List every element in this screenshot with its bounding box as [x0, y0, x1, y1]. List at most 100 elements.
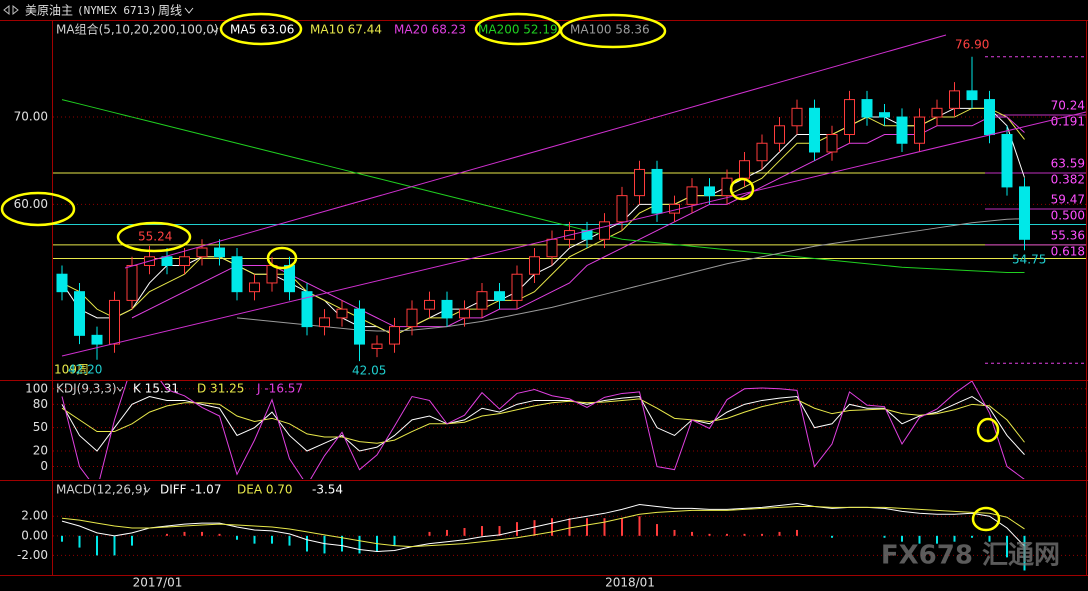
candle-body: [634, 168, 645, 197]
candle-body: [529, 256, 540, 275]
indicator-dropdown[interactable]: [143, 487, 151, 493]
candle-body: [74, 291, 85, 336]
candle-body: [686, 186, 698, 205]
ma-indicator[interactable]: MA组合(5,10,20,200,100,0): [56, 22, 219, 37]
highlight: [729, 177, 755, 201]
candle-body: [756, 142, 768, 162]
legend-entry: DIFF -1.07: [160, 483, 221, 497]
annotation: 76.90: [955, 38, 989, 52]
candle-body: [406, 308, 418, 328]
line-series: [236, 218, 1025, 332]
frame: [0, 20, 1088, 576]
y-tick-label: 0.00: [21, 528, 48, 542]
highlight: [116, 221, 192, 253]
candle-body: [301, 291, 313, 328]
fib-price-label: 63.59: [1051, 157, 1085, 171]
y-tick-label: 20: [33, 444, 48, 458]
channel-upper: [124, 34, 947, 269]
instrument-title: 美原油主: [25, 4, 73, 18]
line-series: [61, 395, 1025, 455]
fib-price-label: 70.24: [1051, 98, 1085, 112]
candle-body: [599, 221, 610, 240]
line-series: [61, 381, 1025, 479]
candle-body: [774, 125, 785, 144]
highlight: [474, 12, 562, 46]
icon-left[interactable]: [3, 4, 10, 16]
candle-body: [476, 291, 488, 310]
candle-body: [56, 273, 68, 293]
watermark: FX678 汇通网: [881, 541, 1060, 571]
candle-body: [494, 291, 505, 301]
fib-price-label: 55.36: [1051, 228, 1085, 242]
candle-body: [389, 326, 400, 345]
line-series: [61, 99, 1025, 274]
candle-body: [791, 107, 803, 127]
candle-body: [354, 308, 365, 345]
legend-entry: -3.54: [312, 483, 343, 497]
candle-body: [1001, 134, 1013, 188]
legend-entry: MA100 58.36: [570, 23, 650, 37]
candle-body: [1019, 186, 1030, 240]
legend-entry: MA20 68.23: [394, 23, 466, 37]
candle-body: [441, 299, 453, 319]
candle-body: [126, 264, 138, 301]
y-tick-label: 80: [33, 397, 48, 411]
annotation: 54.75: [1012, 253, 1046, 267]
highlight: [266, 246, 298, 270]
annotation: 55.24: [138, 230, 172, 244]
candle-body: [336, 308, 348, 319]
legend-entry: MA200 52.19: [478, 23, 558, 37]
candle-body: [371, 343, 383, 349]
macd-indicator[interactable]: MACD(12,26,9): [56, 483, 147, 497]
header-icon: [3, 4, 19, 16]
period-dropdown[interactable]: [184, 7, 194, 14]
candle-body: [739, 160, 750, 179]
highlight: [219, 12, 303, 46]
candle-body: [459, 308, 470, 319]
candle-body: [704, 186, 715, 197]
plot: 60.00 70.00 MA5 63.06 MA10 67.44 MA20 68.23 M…: [14, 23, 1086, 590]
candle-body: [546, 238, 558, 258]
y-tick-label: -2.00: [17, 548, 48, 562]
highlight: [976, 417, 1000, 443]
candle-body: [861, 99, 873, 118]
period[interactable]: 周线: [158, 4, 182, 18]
line-series: [61, 505, 1025, 548]
legend-entry: J -16.57: [256, 382, 303, 396]
candle-body: [879, 112, 890, 118]
candle-body: [844, 99, 855, 136]
candle-body: [914, 116, 925, 144]
candle-body: [826, 134, 838, 153]
highlight: [0, 191, 76, 227]
candle-body: [231, 256, 243, 293]
candle-body: [249, 282, 260, 293]
candle-body: [214, 247, 225, 258]
indicator-dropdown[interactable]: [211, 27, 219, 33]
highlight-circles: [0, 12, 1001, 532]
line-series: [131, 116, 1025, 328]
icon-right[interactable]: [12, 4, 19, 16]
fib-ratio-label: 0.500: [1051, 208, 1085, 222]
annotation: 42.20: [68, 363, 102, 377]
channel-lower: [61, 111, 1087, 357]
fib-ratio-label: 0.382: [1051, 173, 1085, 187]
x-tick-label: 2018/01: [605, 576, 655, 590]
annotation: 109周: [54, 363, 89, 377]
line-series: [61, 398, 1025, 444]
candle-body: [949, 90, 960, 109]
candle-body: [966, 90, 978, 101]
candle-body: [161, 256, 173, 266]
candle-body: [809, 107, 820, 153]
candle-body: [284, 264, 295, 293]
candle-body: [179, 256, 190, 266]
instrument-code: (NYMEX 6713): [77, 4, 156, 17]
kdj-indicator[interactable]: KDJ(9,3,3): [56, 382, 117, 396]
candle-body: [424, 299, 435, 310]
legend-entry: DEA 0.70: [237, 483, 293, 497]
legend-entry: D 31.25: [197, 382, 244, 396]
y-tick-label: 50: [33, 420, 48, 434]
legend-entry: K 15.31: [133, 382, 179, 396]
highlight: [971, 506, 1001, 532]
